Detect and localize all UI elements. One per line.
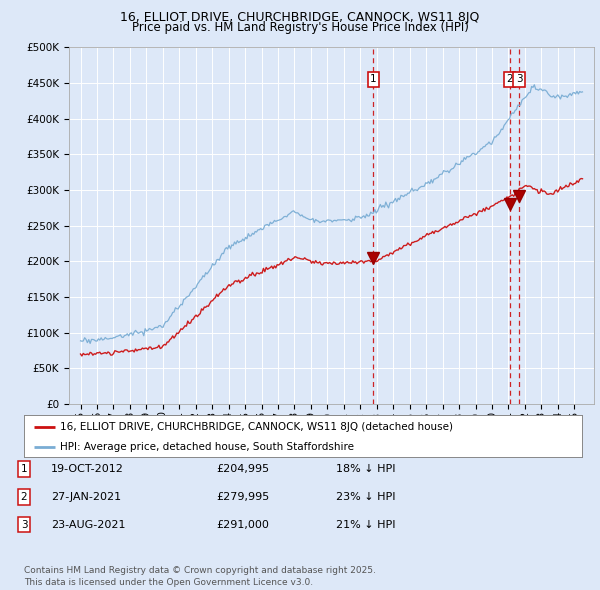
Text: 23% ↓ HPI: 23% ↓ HPI xyxy=(336,492,395,502)
Text: Price paid vs. HM Land Registry's House Price Index (HPI): Price paid vs. HM Land Registry's House … xyxy=(131,21,469,34)
Text: 27-JAN-2021: 27-JAN-2021 xyxy=(51,492,121,502)
Text: Contains HM Land Registry data © Crown copyright and database right 2025.
This d: Contains HM Land Registry data © Crown c… xyxy=(24,566,376,587)
Text: 3: 3 xyxy=(516,74,523,84)
Text: £204,995: £204,995 xyxy=(216,464,269,474)
Text: £291,000: £291,000 xyxy=(216,520,269,529)
Text: HPI: Average price, detached house, South Staffordshire: HPI: Average price, detached house, Sout… xyxy=(60,442,354,451)
Text: 23-AUG-2021: 23-AUG-2021 xyxy=(51,520,125,529)
Text: 1: 1 xyxy=(20,464,28,474)
Text: 21% ↓ HPI: 21% ↓ HPI xyxy=(336,520,395,529)
Text: 18% ↓ HPI: 18% ↓ HPI xyxy=(336,464,395,474)
Text: 1: 1 xyxy=(370,74,377,84)
Text: 2: 2 xyxy=(20,492,28,502)
Text: 16, ELLIOT DRIVE, CHURCHBRIDGE, CANNOCK, WS11 8JQ (detached house): 16, ELLIOT DRIVE, CHURCHBRIDGE, CANNOCK,… xyxy=(60,422,453,432)
Text: 19-OCT-2012: 19-OCT-2012 xyxy=(51,464,124,474)
Text: £279,995: £279,995 xyxy=(216,492,269,502)
Text: 16, ELLIOT DRIVE, CHURCHBRIDGE, CANNOCK, WS11 8JQ: 16, ELLIOT DRIVE, CHURCHBRIDGE, CANNOCK,… xyxy=(121,11,479,24)
Text: 2: 2 xyxy=(506,74,513,84)
Text: 3: 3 xyxy=(20,520,28,529)
